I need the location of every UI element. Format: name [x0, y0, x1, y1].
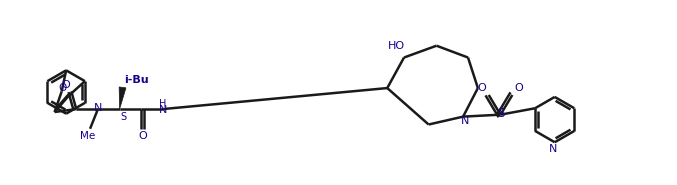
- Text: O: O: [58, 83, 67, 93]
- Text: N: N: [461, 116, 469, 126]
- Text: O: O: [515, 83, 523, 93]
- Text: S: S: [121, 112, 127, 122]
- Text: N: N: [93, 103, 102, 113]
- Text: O: O: [138, 131, 147, 141]
- Polygon shape: [119, 87, 126, 109]
- Text: Me: Me: [81, 131, 95, 141]
- Text: N: N: [158, 105, 167, 115]
- Text: O: O: [61, 80, 70, 90]
- Text: i-Bu: i-Bu: [124, 75, 149, 85]
- Text: H: H: [159, 99, 167, 109]
- Text: HO: HO: [387, 41, 405, 51]
- Text: N: N: [548, 144, 557, 154]
- Text: O: O: [477, 83, 486, 93]
- Text: S: S: [497, 107, 504, 120]
